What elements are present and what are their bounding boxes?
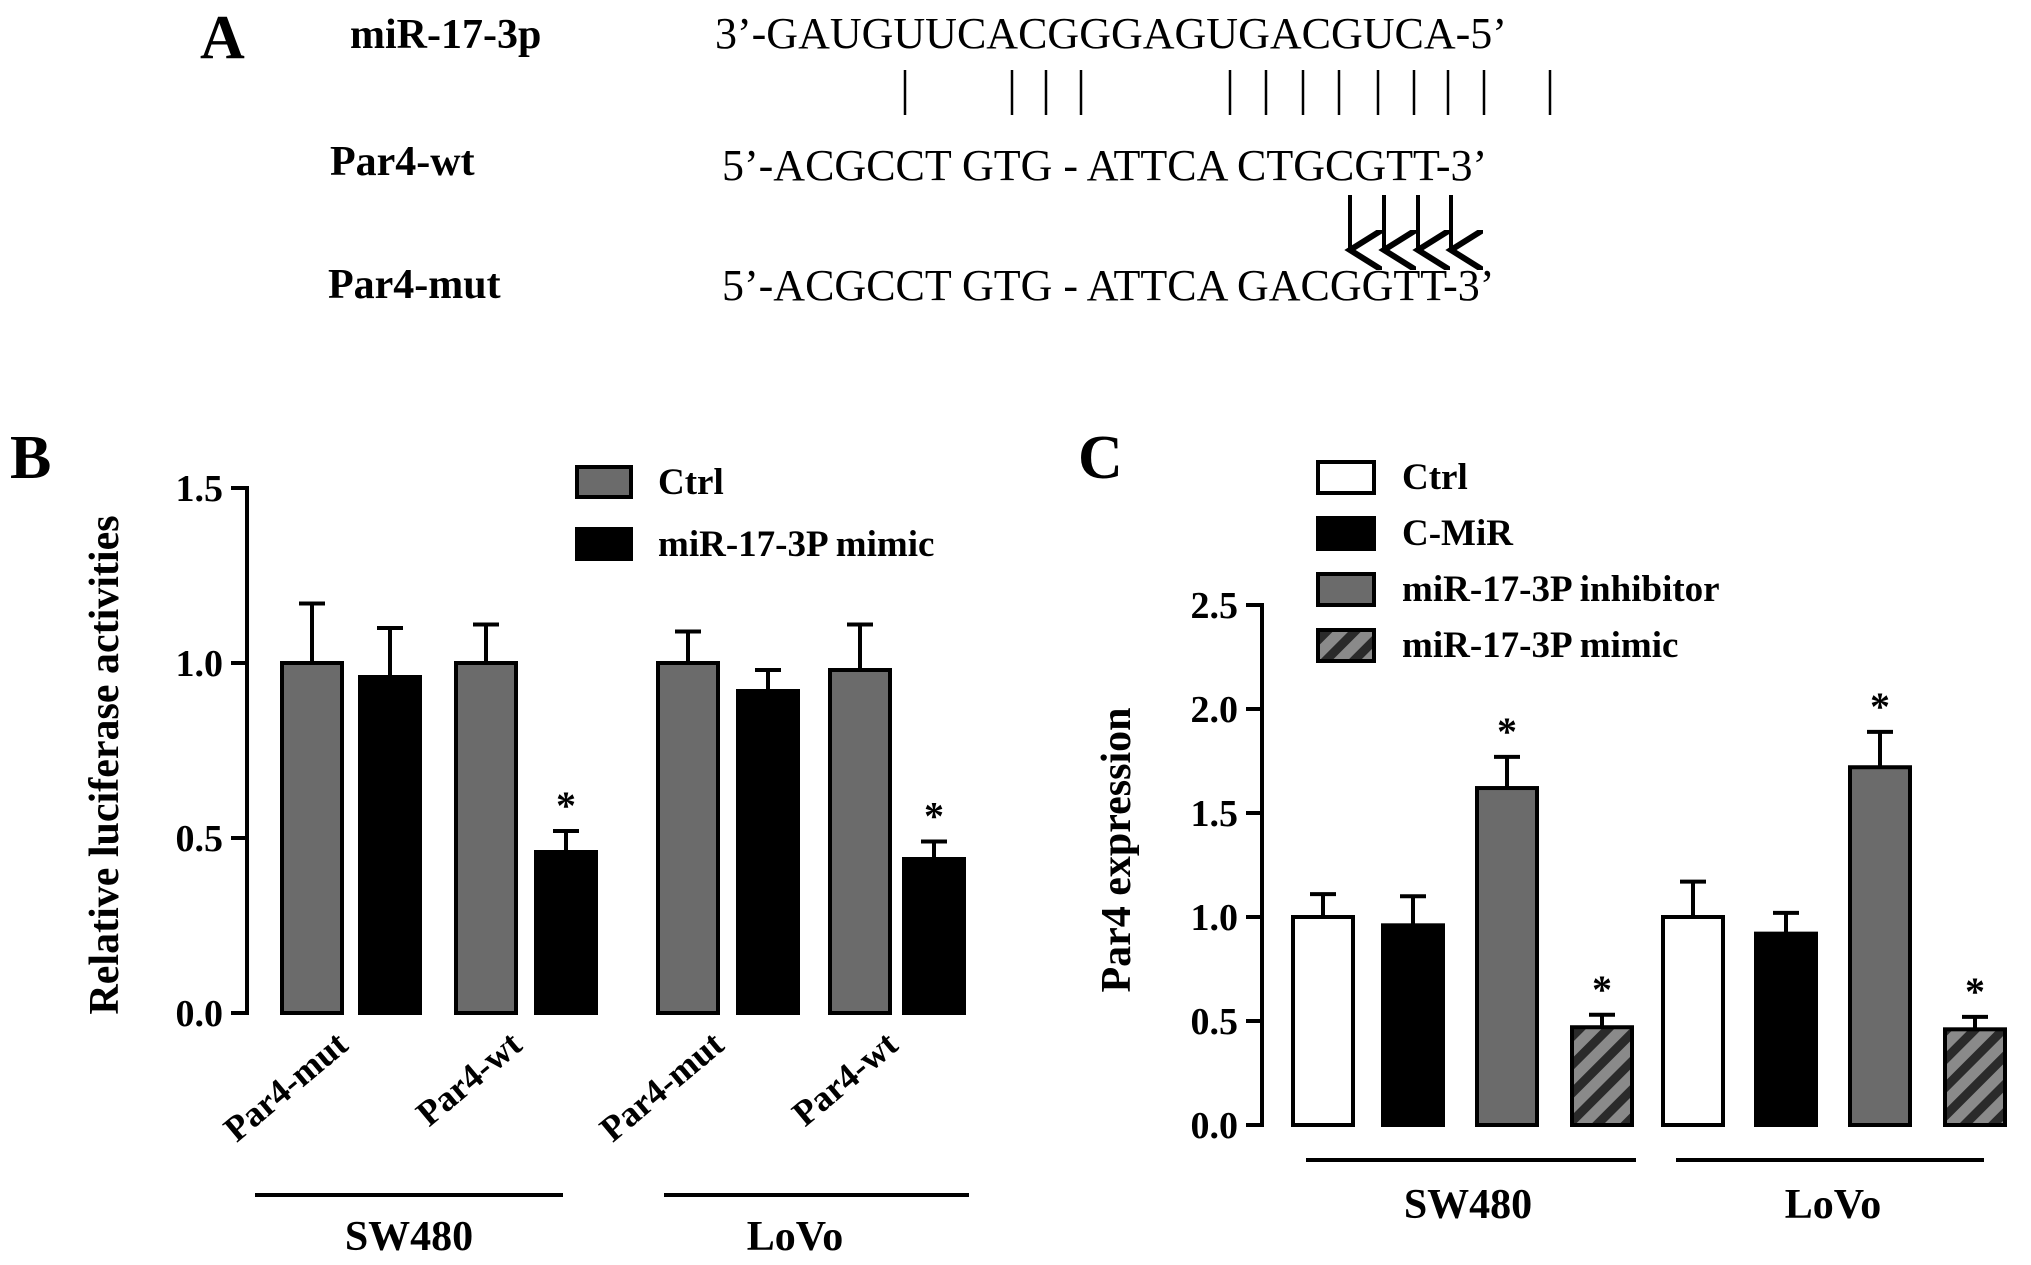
panel-b-groups: Par4-mut Par4-wt Par4-mut Par4-wt SW480 LoVo (216, 1023, 969, 1260)
panel-c-bar-ctrl (1291, 915, 1355, 1127)
par4-wt-label: Par4-wt (330, 139, 475, 185)
panel-c-y-tick-label: 1.5 (1191, 793, 1239, 835)
panel-b-group-label: LoVo (747, 1214, 844, 1260)
panel-b-legend-label: Ctrl (658, 462, 724, 503)
par4-mut-sequence: 5’-ACGCCT GTG - ATTCA GACGGTT-3’ (722, 261, 1494, 310)
panel-b-bar-mimic (902, 857, 966, 1015)
panel-a-letter: A (200, 4, 245, 72)
panel-b: B Relative luciferase activities 0.0 0.5 1… (10, 424, 969, 1260)
mirna-label: miR-17-3p (350, 12, 541, 58)
panel-c-bar-mimic-significance: * (1965, 969, 1985, 1014)
panel-b-category-label: Par4-mut (216, 1023, 355, 1149)
panel-b-y-tick-label: 1.5 (176, 468, 224, 510)
panel-c: C Par4 expression 0.00.51.01.52.02.5 ***… (1078, 424, 2007, 1228)
panel-c-bars: * * * * (1291, 684, 2007, 1128)
panel-c-group-label: LoVo (1785, 1182, 1882, 1228)
panel-b-bar-mimic (534, 850, 598, 1015)
panel-b-bar-mimic-significance: * (924, 794, 944, 839)
base-pair-lines (903, 70, 1552, 115)
panel-b-group-label: SW480 (345, 1214, 473, 1260)
panel-b-bar-ctrl (280, 661, 344, 1015)
panel-b-bar-mimic (358, 675, 422, 1015)
panel-b-bar-mimic-significance: * (556, 783, 576, 828)
panel-c-groups: SW480 LoVo (1306, 1158, 1984, 1228)
panel-b-bar-ctrl (454, 661, 518, 1015)
panel-b-bars: * * (280, 601, 966, 1015)
panel-c-y-tick-label: 1.0 (1191, 897, 1239, 939)
mirna-sequence: 3’-GAUGUUCACGGGAGUGACGUCA-5’ (715, 9, 1507, 58)
panel-c-legend-swatch (1316, 628, 1376, 663)
panel-b-bar-ctrl (656, 661, 720, 1015)
par4-wt-sequence: 5’-ACGCCT GTG - ATTCA CTGCGTT-3’ (722, 141, 1487, 190)
panel-c-y-tick-label: 0.5 (1191, 1001, 1239, 1043)
panel-c-bar-c-mir (1754, 931, 1818, 1128)
panel-c-legend-label: Ctrl (1402, 457, 1468, 498)
panel-b-bar-mimic (736, 689, 800, 1015)
panel-c-legend-label: miR-17-3P mimic (1402, 625, 1678, 666)
panel-c-y-tick-label: 2.0 (1191, 689, 1239, 731)
panel-c-legend-swatch (1316, 572, 1376, 607)
panel-c-y-axis: 0.0 0.5 1.0 1.5 2.0 2.5 (1191, 585, 1264, 1147)
panel-c-y-tick-label: 2.5 (1191, 585, 1239, 627)
panel-b-letter: B (10, 424, 51, 492)
panel-b-legend-swatch (575, 465, 633, 499)
panel-b-y-tick-label: 0.0 (176, 993, 224, 1035)
panel-c-bar-inhibitor-significance: * (1497, 709, 1517, 754)
panel-b-y-axis-title: Relative luciferase activities (82, 515, 128, 1014)
panel-c-bar-ctrl (1661, 915, 1725, 1127)
panel-c-legend: Ctrl C-MiR miR-17-3P inhibitor miR-17-3P mi… (1316, 457, 1720, 666)
panel-c-bar-c-mir (1381, 923, 1445, 1127)
panel-b-legend-label: miR-17-3P mimic (658, 524, 934, 565)
panel-b-y-axis: 0.0 0.5 1.0 1.5 (176, 468, 249, 1035)
panel-c-bar-mimic (1943, 1027, 2007, 1127)
panel-c-letter: C (1078, 424, 1123, 492)
panel-c-legend-swatch (1316, 516, 1376, 551)
panel-c-legend-label: miR-17-3P inhibitor (1402, 569, 1720, 610)
panel-b-y-tick-label: 0.5 (176, 818, 224, 860)
panel-c-group-label: SW480 (1404, 1182, 1532, 1228)
panel-c-y-tick-label: 0.0 (1191, 1105, 1239, 1147)
panel-c-legend-swatch (1316, 460, 1376, 495)
panel-b-legend-swatch (575, 527, 633, 561)
panel-b-legend: Ctrl miR-17-3P mimic (575, 462, 934, 565)
panel-c-bar-mimic-significance: * (1592, 967, 1612, 1012)
panel-a: A miR-17-3p 3’-GAUGUUCACGGGAGUGACGUCA-5’… (200, 4, 1552, 310)
par4-mut-label: Par4-mut (328, 262, 501, 308)
panel-b-y-tick-label: 1.0 (176, 643, 224, 685)
panel-b-category-label: Par4-wt (784, 1023, 905, 1133)
panel-b-category-label: Par4-wt (408, 1023, 529, 1133)
mutation-arrows (1350, 195, 1451, 250)
panel-c-y-axis-title: Par4 expression (1094, 707, 1140, 992)
panel-c-bar-mimic (1570, 1025, 1634, 1127)
panel-c-bar-inhibitor (1848, 765, 1912, 1127)
panel-c-bar-inhibitor (1475, 786, 1539, 1127)
panel-b-bar-ctrl (828, 668, 892, 1015)
panel-c-bar-inhibitor-significance: * (1870, 684, 1890, 729)
panel-b-category-label: Par4-mut (592, 1023, 731, 1149)
panel-c-legend-label: C-MiR (1402, 513, 1514, 554)
